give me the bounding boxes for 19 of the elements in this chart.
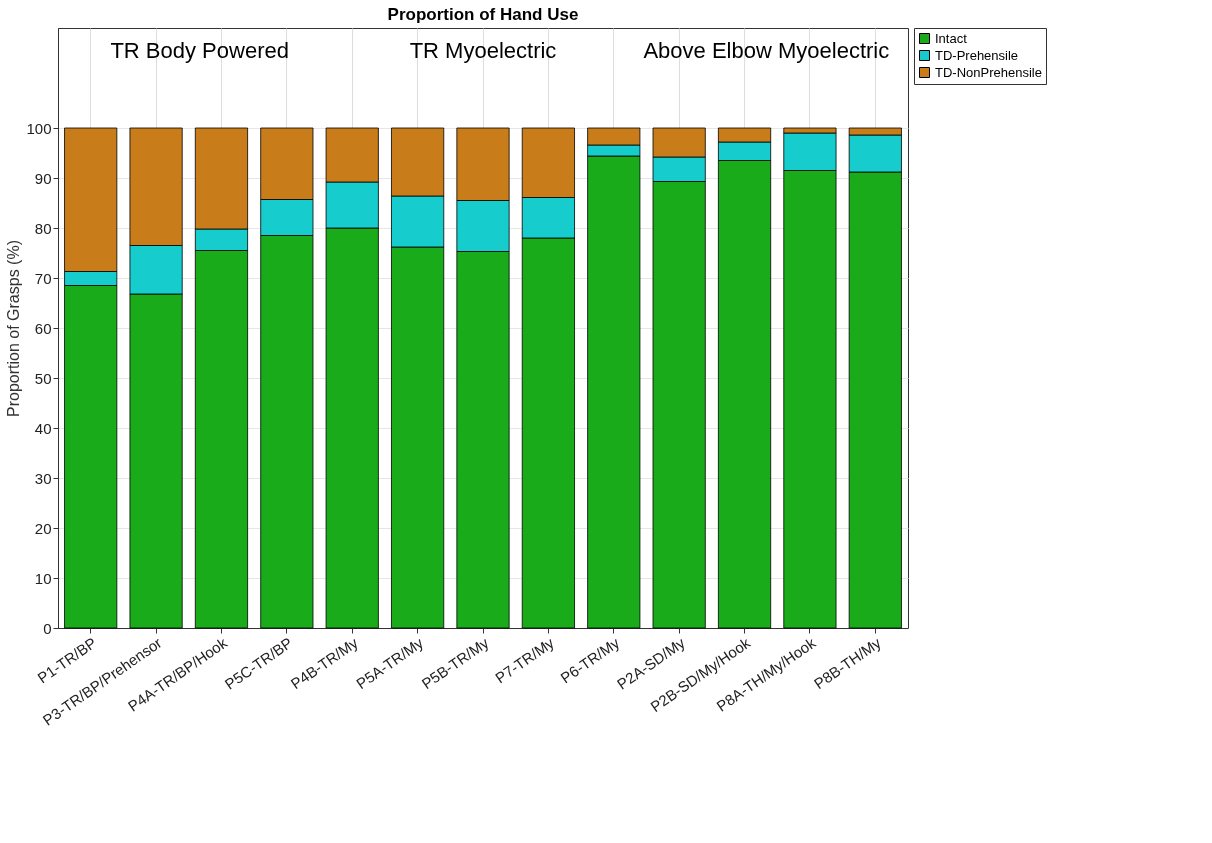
legend-label: TD-Prehensile <box>935 47 1019 63</box>
y-tick-label: 70 <box>34 269 52 287</box>
y-tick-label: 60 <box>34 319 52 337</box>
y-axis-title: Proportion of Grasps (%) <box>5 240 23 417</box>
chart-title: Proportion of Hand Use <box>387 4 579 24</box>
annotation: TR Myoelectric <box>409 38 557 63</box>
annotation: TR Body Powered <box>110 38 289 63</box>
annotation: Above Elbow Myoelectric <box>643 38 890 63</box>
y-tick-label: 10 <box>34 569 52 587</box>
y-tick-label: 50 <box>34 369 52 387</box>
y-tick-label: 100 <box>26 119 52 137</box>
y-tick-label: 30 <box>34 469 52 487</box>
y-tick-label: 20 <box>34 519 52 537</box>
y-tick-label: 80 <box>34 219 52 237</box>
legend-label: TD-NonPrehensile <box>935 64 1042 80</box>
y-tick-label: 40 <box>34 419 52 437</box>
legend-label: Intact <box>935 30 968 46</box>
y-tick-label: 90 <box>34 169 52 187</box>
y-tick-label: 0 <box>43 619 52 637</box>
